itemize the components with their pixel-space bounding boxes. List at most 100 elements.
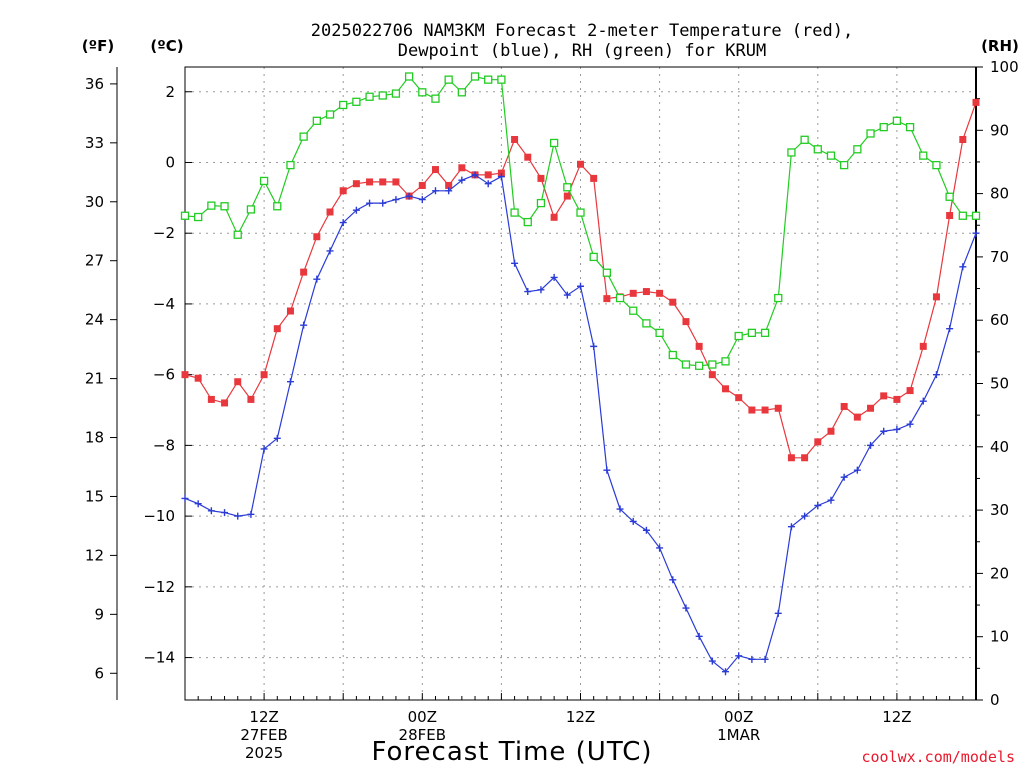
dewpoint-point (431, 187, 439, 195)
dewpoint-point (563, 291, 571, 299)
rh-point (510, 208, 519, 217)
temperature-point (972, 98, 980, 106)
rh-tick-label: 30 (990, 501, 1009, 519)
temperature-point (919, 342, 927, 350)
dewpoint-point (339, 219, 347, 227)
celsius-tick-label: −6 (153, 366, 175, 384)
celsius-unit-label: (ºC) (150, 37, 183, 55)
dewpoint-point (827, 496, 835, 504)
dewpoint-point (708, 657, 716, 665)
dewpoint-point (695, 632, 703, 640)
temperature-point (313, 233, 321, 241)
dewpoint-point (234, 512, 242, 520)
rh-point (932, 160, 941, 170)
temperature-point (511, 135, 519, 143)
x-tick-label: 28FEB (399, 726, 446, 744)
temperature-point (273, 325, 281, 333)
temperature-point (748, 406, 756, 414)
rh-point (919, 151, 928, 160)
temperature-point (695, 342, 703, 350)
temperature-point (379, 178, 387, 186)
celsius-tick-label: −10 (143, 507, 175, 525)
rh-point (905, 122, 915, 132)
temperature-point (853, 413, 861, 421)
dewpoint-point (405, 192, 413, 200)
dewpoint-point (616, 505, 624, 513)
temperature-point (867, 404, 875, 412)
rh-point (734, 331, 743, 341)
dewpoint-point (577, 282, 584, 290)
dewpoint-point (814, 502, 822, 510)
temperature-point (234, 378, 242, 386)
temperature-point (629, 289, 637, 297)
x-tick-label: 00Z (408, 708, 437, 726)
dewpoint-point (352, 206, 360, 214)
dewpoint-point (484, 180, 492, 188)
rh-tick-label: 10 (990, 628, 1009, 646)
rh-point (958, 211, 967, 220)
rh-point (549, 138, 559, 148)
x-tick-label: 2025 (245, 744, 283, 762)
rh-point (971, 211, 981, 220)
rh-point (378, 91, 387, 100)
dewpoint-point (656, 544, 664, 552)
dewpoint-point (774, 609, 782, 617)
rh-point (589, 252, 598, 262)
x-axis-title: Forecast Time (UTC) (371, 737, 652, 767)
rh-point (721, 357, 730, 366)
rh-point (879, 122, 888, 132)
dewpoint-point (919, 397, 927, 405)
rh-point (273, 202, 282, 211)
temperature-point (339, 187, 347, 195)
dewpoint-point (761, 655, 769, 663)
fahrenheit-unit-label: (ºF) (82, 37, 114, 55)
x-tick-label: 1MAR (717, 726, 760, 744)
dewpoint-point (840, 473, 848, 481)
celsius-tick-label: −12 (143, 578, 175, 596)
rh-point (365, 92, 374, 101)
dewpoint-point (748, 655, 756, 663)
temperature-point (247, 395, 255, 403)
temperature-point (840, 402, 848, 410)
rh-point (457, 88, 467, 97)
fahrenheit-tick-label: 18 (85, 429, 104, 447)
rh-point (615, 293, 625, 303)
dewpoint-point (629, 517, 637, 525)
rh-point (576, 208, 585, 217)
temperature-point (286, 307, 294, 315)
x-tick-label: 12Z (249, 708, 278, 726)
fahrenheit-tick-label: 30 (85, 193, 104, 211)
dewpoint-point (735, 652, 743, 660)
rh-point (668, 350, 677, 360)
dewpoint-point (207, 507, 215, 515)
temperature-point (537, 174, 545, 182)
temperature-point (932, 293, 940, 301)
fahrenheit-tick-label: 6 (94, 664, 104, 682)
dewpoint-point (972, 229, 980, 237)
temperature-point (418, 181, 426, 189)
temperature-point (300, 268, 308, 276)
temperature-point (827, 427, 835, 435)
dewpoint-point (867, 441, 875, 449)
temperature-point (959, 135, 967, 143)
rh-point (655, 328, 664, 338)
x-tick-label: 00Z (724, 708, 753, 726)
temperature-point (524, 153, 532, 161)
dewpoint-point (537, 286, 545, 294)
rh-tick-label: 70 (990, 248, 1009, 266)
temperature-point (880, 392, 888, 400)
rh-point (431, 94, 440, 103)
rh-point (747, 328, 757, 338)
dewpoint-point (550, 273, 558, 281)
temperature-point (801, 454, 809, 462)
temperature-point (656, 289, 664, 297)
fahrenheit-tick-label: 27 (85, 252, 104, 270)
rh-point (418, 88, 427, 97)
rh-tick-label: 50 (990, 375, 1009, 393)
rh-point (286, 160, 295, 170)
rh-point (800, 135, 809, 144)
celsius-tick-label: −14 (143, 649, 175, 667)
x-tick-label: 12Z (566, 708, 595, 726)
temperature-point (550, 213, 558, 221)
